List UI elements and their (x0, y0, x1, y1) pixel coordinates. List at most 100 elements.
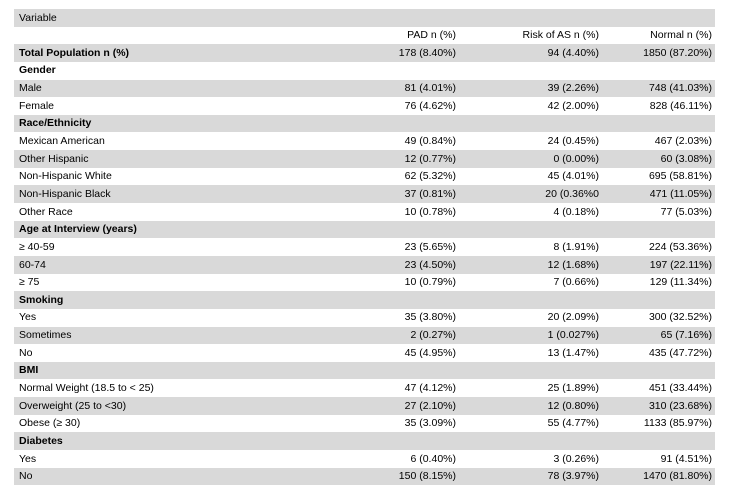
risk-of-as-value: 12 (0.80%) (547, 400, 599, 412)
table-row: Normal Weight (18.5 to < 25) 47 (4.12%) 25… (14, 379, 715, 397)
pad-value: 35 (3.80%) (404, 312, 456, 323)
normal-value: 467 (2.03%) (654, 136, 712, 147)
column-header-row: PAD n (%) Risk of AS n (%) Normal n (%) (14, 27, 715, 45)
row-label: Normal Weight (18.5 to < 25) (19, 383, 154, 394)
normal-value: 197 (22.11%) (649, 259, 712, 271)
risk-of-as-value: 39 (2.26%) (547, 83, 599, 94)
pad-value: 12 (0.77%) (404, 153, 456, 165)
pad-value: 10 (0.78%) (404, 206, 456, 218)
risk-of-as-value: 1 (0.027%) (547, 330, 599, 341)
row-label: ≥ 75 (19, 277, 40, 288)
pad-value: 150 (8.15%) (398, 471, 456, 482)
normal-value: 471 (11.05%) (649, 188, 712, 200)
row-label: Male (19, 83, 42, 94)
pad-value: 76 (4.62%) (404, 100, 456, 112)
table-row: ≥ 75 10 (0.79%) 7 (0.66%) 129 (11.34%) (14, 274, 715, 292)
pad-value: 62 (5.32%) (404, 171, 456, 182)
risk-of-as-value: 78 (3.97%) (547, 471, 599, 482)
pad-value: 27 (2.10%) (404, 400, 456, 412)
normal-value: 224 (53.36%) (648, 241, 712, 253)
row-label: Other Hispanic (19, 153, 89, 165)
table-row: Female 76 (4.62%) 42 (2.00%) 828 (46.11%) (14, 97, 715, 115)
pad-value: 49 (0.84%) (404, 136, 456, 147)
table-row: Other Hispanic 12 (0.77%) 0 (0.00%) 60 (3.0… (14, 150, 715, 168)
row-label: Sometimes (19, 330, 72, 341)
pad-value: 10 (0.79%) (404, 277, 456, 288)
risk-of-as-value: 20 (2.09%) (547, 312, 599, 323)
row-label: Non-Hispanic White (19, 171, 112, 182)
pad-value: 45 (4.95%) (404, 347, 456, 359)
table-row: Mexican American 49 (0.84%) 24 (0.45%) 467 … (14, 132, 715, 150)
normal-value: 828 (46.11%) (649, 100, 712, 112)
row-label: Other Race (19, 206, 73, 218)
table-section-row-bmi: BMI (14, 361, 715, 380)
row-label: Total Population n (%) (19, 47, 130, 59)
row-label: No (19, 471, 33, 482)
normal-value: 1850 (87.20%) (643, 47, 712, 59)
risk-of-as-value: 55 (4.77%) (547, 418, 599, 429)
table-row: Non-Hispanic White 62 (5.32%) 45 (4.01%) 69… (14, 168, 715, 186)
risk-of-as-value: 13 (1.47%) (547, 347, 599, 359)
table-row: No 45 (4.95%) 13 (1.47%) 435 (47.72%) (14, 344, 715, 362)
normal-value: 435 (47.72%) (648, 347, 712, 359)
table-section-row-smoking: Smoking (14, 291, 715, 309)
table-section-row-age-at-interview-years: Age at Interview (years) (14, 220, 715, 239)
table-section-row-race-ethnicity: Race/Ethnicity (14, 114, 715, 133)
pad-value: 47 (4.12%) (404, 383, 456, 394)
normal-value: 748 (41.03%) (648, 83, 712, 94)
row-label: Overweight (25 to <30) (19, 400, 127, 412)
row-label: BMI (19, 365, 39, 376)
normal-value: 1133 (85.97%) (643, 418, 712, 429)
risk-of-as-value: 20 (0.36%0 (545, 188, 599, 200)
table-title-row: Variable (14, 9, 715, 27)
row-label: No (19, 347, 33, 359)
pad-value: 6 (0.40%) (410, 453, 456, 465)
table-section-row-total-population-n: Total Population n (%) 178 (8.40%) 94 (4.4… (14, 44, 715, 62)
column-header-normal: Normal n (%) (650, 30, 712, 41)
normal-value: 451 (33.44%) (648, 383, 712, 394)
table-row: Non-Hispanic Black 37 (0.81%) 20 (0.36%0 47… (14, 185, 715, 204)
risk-of-as-value: 25 (1.89%) (547, 383, 599, 394)
pad-value: 23 (5.65%) (404, 241, 456, 253)
row-label: Yes (19, 453, 37, 465)
risk-of-as-value: 0 (0.00%) (553, 153, 599, 165)
normal-value: 91 (4.51%) (660, 453, 712, 465)
normal-value: 310 (23.68%) (648, 400, 712, 412)
normal-value: 77 (5.03%) (660, 206, 712, 218)
row-label: Race/Ethnicity (19, 118, 92, 129)
normal-value: 695 (58.81%) (648, 171, 712, 182)
table-row: 60-74 23 (4.50%) 12 (1.68%) 197 (22.11%) (14, 255, 715, 274)
row-label: Mexican American (19, 136, 105, 147)
column-header-risk-of-as: Risk of AS n (%) (522, 30, 599, 41)
table-section-row-diabetes: Diabetes (14, 432, 715, 451)
normal-value: 60 (3.08%) (660, 153, 712, 165)
row-label: Female (19, 100, 55, 112)
column-header-pad: PAD n (%) (407, 30, 456, 41)
pad-value: 81 (4.01%) (404, 83, 456, 94)
row-label: Diabetes (19, 435, 63, 447)
risk-of-as-value: 7 (0.66%) (553, 277, 599, 288)
pad-value: 23 (4.50%) (404, 259, 456, 271)
risk-of-as-value: 94 (4.40%) (547, 47, 599, 59)
row-label: Obese (≥ 30) (19, 418, 81, 429)
row-label: Non-Hispanic Black (19, 188, 111, 200)
table-section-row-gender: Gender (14, 62, 715, 80)
table-row: Sometimes 2 (0.27%) 1 (0.027%) 65 (7.16%) (14, 326, 715, 345)
normal-value: 65 (7.16%) (660, 330, 712, 341)
risk-of-as-value: 45 (4.01%) (547, 171, 599, 182)
demographics-table: Variable PAD n (%) Risk of AS n (%) Norm… (14, 9, 715, 486)
pad-value: 35 (3.09%) (404, 418, 456, 429)
table-row: ≥ 40-59 23 (5.65%) 8 (1.91%) 224 (53.36%) (14, 238, 715, 256)
table-row: Yes 6 (0.40%) 3 (0.26%) 91 (4.51%) (14, 450, 715, 468)
table-row: Other Race 10 (0.78%) 4 (0.18%) 77 (5.03%) (14, 203, 715, 221)
risk-of-as-value: 24 (0.45%) (547, 136, 599, 147)
pad-value: 178 (8.40%) (398, 47, 456, 59)
normal-value: 1470 (81.80%) (643, 471, 712, 482)
row-label: Smoking (19, 294, 64, 306)
table-row: No 150 (8.15%) 78 (3.97%) 1470 (81.80%) (14, 467, 715, 486)
risk-of-as-value: 8 (1.91%) (553, 241, 599, 253)
row-label: Yes (19, 312, 37, 323)
row-label: ≥ 40-59 (19, 241, 55, 253)
row-label: 60-74 (19, 259, 46, 271)
table-row: Obese (≥ 30) 35 (3.09%) 55 (4.77%) 1133 (85… (14, 415, 715, 433)
